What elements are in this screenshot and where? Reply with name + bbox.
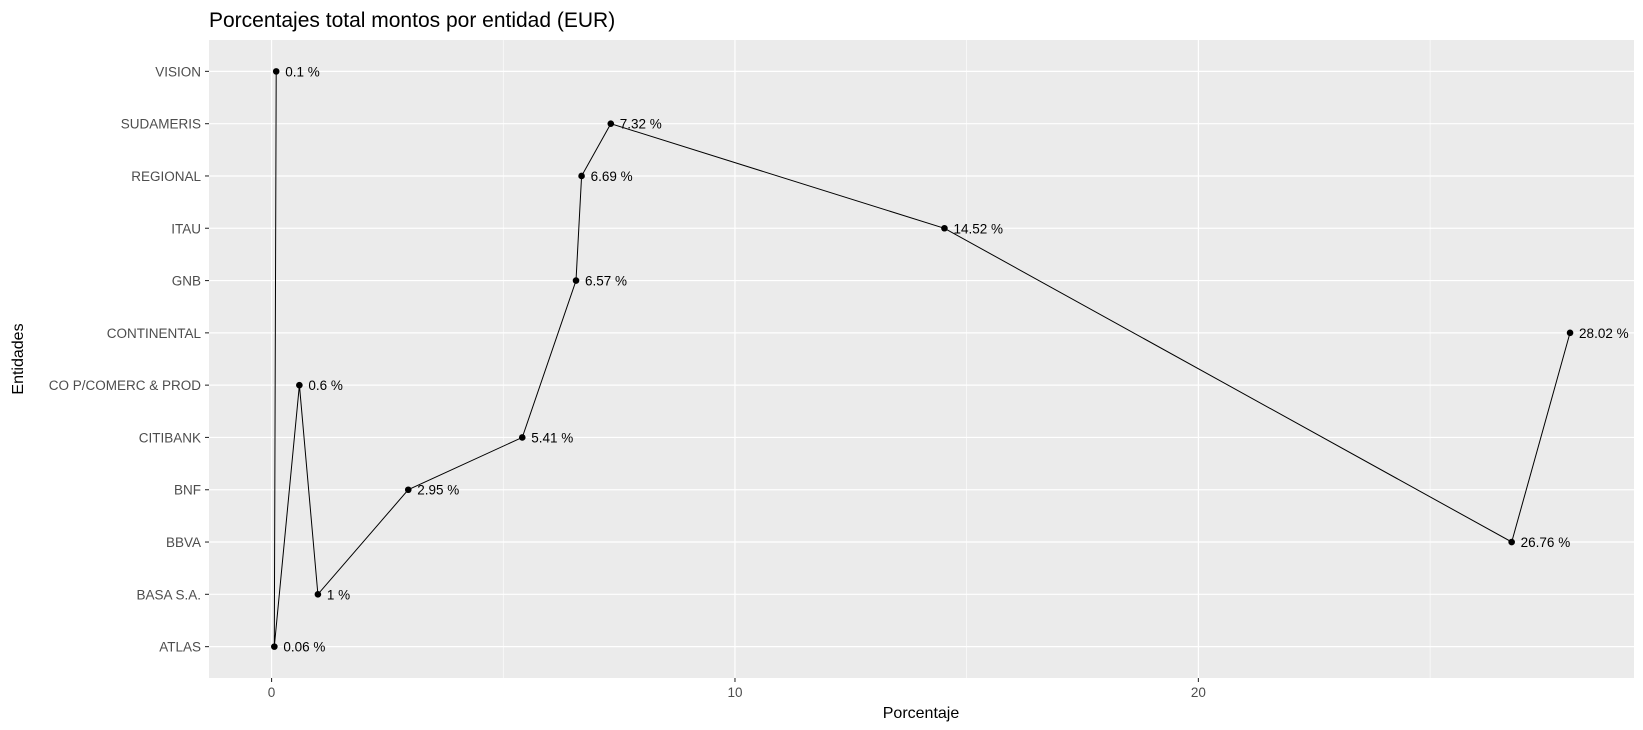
y-tick-label: ATLAS (159, 640, 201, 655)
y-tick-label: CITIBANK (139, 430, 201, 445)
minor-grid (502, 40, 1431, 678)
y-tick-label: CONTINENTAL (107, 326, 202, 341)
data-point (578, 172, 585, 180)
data-point (572, 277, 580, 284)
data-point (518, 434, 526, 441)
data-label: 7.32 % (620, 117, 662, 132)
x-axis-title: Porcentaje (883, 705, 960, 722)
x-tick-label: 10 (727, 685, 742, 700)
data-label: 6.57 % (585, 274, 627, 289)
data-point (404, 486, 412, 494)
y-tick-label: GNB (172, 274, 201, 289)
data-label: 1 % (327, 587, 350, 602)
data-label: 14.52 % (953, 221, 1003, 236)
y-tick-label: VISION (155, 64, 201, 79)
y-axis: ATLAS BASA S.A. BBVA BNF CITIBANK CO P/COMERC… (49, 64, 209, 655)
y-tick-label: CO P/COMERC & PROD (49, 378, 202, 393)
series-line (273, 71, 1571, 647)
data-label: 26.76 % (1521, 535, 1571, 550)
major-grid (209, 40, 1634, 678)
data-label: 6.69 % (591, 169, 633, 184)
chart-title: Porcentajes total montos por entidad (EU… (209, 9, 615, 32)
data-point (296, 381, 303, 389)
data-label: 0.1 % (285, 64, 320, 79)
y-tick-label: SUDAMERIS (121, 117, 201, 132)
x-axis: 0 10 20 (268, 678, 1206, 700)
plot-panel (209, 40, 1634, 678)
x-tick-label: 0 (268, 685, 276, 700)
data-label: 5.41 % (531, 430, 573, 445)
data-point (272, 68, 280, 75)
y-tick-label: ITAU (171, 221, 201, 236)
y-tick-label: REGIONAL (131, 169, 201, 184)
data-point (1566, 329, 1574, 337)
data-labels: 0.1 % 0.06 % 0.6 % 1 % 2.95 % 5.41 % 6.57 % 6.6… (283, 64, 1628, 654)
data-label: 28.02 % (1579, 326, 1629, 341)
y-tick-label: BNF (174, 483, 201, 498)
data-label: 0.06 % (283, 640, 325, 655)
data-points (271, 68, 1574, 650)
data-label: 0.6 % (308, 378, 343, 393)
y-tick-label: BBVA (166, 535, 201, 550)
data-point (271, 643, 278, 650)
series-line-group (273, 71, 1571, 647)
y-tick-label: BASA S.A. (136, 587, 201, 602)
data-point (607, 120, 615, 127)
data-point (1508, 538, 1515, 546)
data-label: 2.95 % (417, 483, 459, 498)
y-axis-title: Entidades (10, 323, 27, 394)
data-point (314, 591, 322, 598)
data-point (941, 224, 948, 232)
x-tick-label: 20 (1191, 685, 1206, 700)
